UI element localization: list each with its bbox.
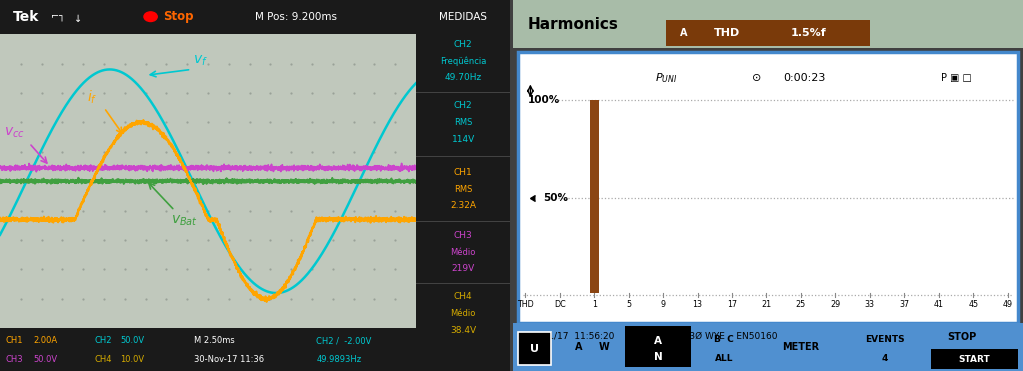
Text: M Pos: 9.200ms: M Pos: 9.200ms [256,12,338,22]
Bar [931,349,1018,369]
Bar [416,34,510,349]
Text: RMS: RMS [454,185,473,194]
Text: A: A [654,336,662,346]
Text: 5: 5 [626,300,631,309]
Text: 49.9893Hz: 49.9893Hz [316,355,361,364]
Text: Harmonics: Harmonics [528,17,619,32]
Text: CH4: CH4 [454,292,473,301]
Bar [513,0,1023,48]
Text: A: A [575,342,583,352]
Text: 114V: 114V [451,135,475,144]
Bar [518,332,550,365]
Text: CH1: CH1 [5,336,23,345]
Text: Tek: Tek [12,10,39,24]
Text: 37: 37 [899,300,909,309]
Circle shape [144,12,158,22]
Text: 4: 4 [882,354,888,364]
Text: 30/11/17  11:56:20       230V  50Hz 3Ø WYE    EN50160: 30/11/17 11:56:20 230V 50Hz 3Ø WYE EN501… [528,331,777,340]
Bar [513,323,1023,371]
Text: 41: 41 [934,300,944,309]
Text: CH3: CH3 [454,231,473,240]
Text: M 2.50ms: M 2.50ms [194,336,234,345]
Text: 50.0V: 50.0V [33,355,57,364]
Text: EVENTS: EVENTS [865,335,905,344]
Text: 0:00:23: 0:00:23 [783,73,826,83]
Text: 25: 25 [796,300,806,309]
Text: U: U [530,344,539,354]
Text: ↓: ↓ [74,14,82,24]
Bar [666,20,870,46]
Text: $P_{UNI}$: $P_{UNI}$ [656,71,678,85]
Text: ALL: ALL [715,354,733,364]
Text: CH1: CH1 [454,168,473,177]
Text: 49.70Hz: 49.70Hz [445,73,482,82]
Text: 49: 49 [1003,300,1013,309]
Text: CH2 /  -2.00V: CH2 / -2.00V [316,336,372,345]
Bar [0,328,510,371]
Text: 33: 33 [864,300,875,309]
Text: METER: METER [783,342,819,352]
Text: $i_f$: $i_f$ [87,89,98,106]
Text: CH2: CH2 [454,101,473,110]
Text: Stop: Stop [164,10,193,23]
Text: ⌐┐: ⌐┐ [51,11,65,20]
Text: STOP: STOP [947,332,976,342]
Text: 30-Nov-17 11:36: 30-Nov-17 11:36 [194,355,264,364]
Text: 21: 21 [761,300,771,309]
Text: ⊙: ⊙ [753,73,762,83]
Text: 219V: 219V [451,265,475,273]
Text: $v_{Bat}$: $v_{Bat}$ [171,214,197,228]
Text: 1.5%f: 1.5%f [791,29,827,38]
Text: A: A [679,29,687,38]
Text: 1: 1 [591,300,596,309]
Bar [518,52,1018,323]
Text: CH2: CH2 [454,40,473,49]
Text: 2.32A: 2.32A [450,201,477,210]
Text: THD: THD [714,29,740,38]
Text: 100%: 100% [528,95,560,105]
Text: CH3: CH3 [5,355,23,364]
Text: B  C: B C [714,335,735,344]
Text: $v_{cc}$: $v_{cc}$ [4,126,25,140]
Text: W: W [599,342,610,352]
Text: N: N [654,352,662,362]
Text: DC: DC [553,300,566,309]
Text: 2.00A: 2.00A [33,336,57,345]
Text: P ▣ □: P ▣ □ [941,73,972,83]
Text: 50%: 50% [543,193,568,203]
Text: Freqüência: Freqüência [440,56,487,66]
Bar [625,326,692,367]
Text: CH2: CH2 [94,336,112,345]
Text: 10.0V: 10.0V [120,355,144,364]
Text: 45: 45 [968,300,978,309]
Text: RMS: RMS [454,118,473,127]
Bar [0,34,416,328]
Text: MEDIDAS: MEDIDAS [439,12,487,22]
Text: 13: 13 [693,300,703,309]
Text: Médio: Médio [450,309,476,318]
Text: 50.0V: 50.0V [120,336,144,345]
Bar [589,100,598,293]
Text: Médio: Médio [450,248,476,257]
Text: 9: 9 [661,300,666,309]
Text: THD: THD [517,300,534,309]
Text: START: START [959,355,990,364]
Text: 29: 29 [831,300,841,309]
Text: CH4: CH4 [94,355,112,364]
Text: $v_f$: $v_f$ [193,53,209,68]
Bar [0,0,510,34]
Text: 17: 17 [727,300,738,309]
Text: 38.4V: 38.4V [450,326,477,335]
